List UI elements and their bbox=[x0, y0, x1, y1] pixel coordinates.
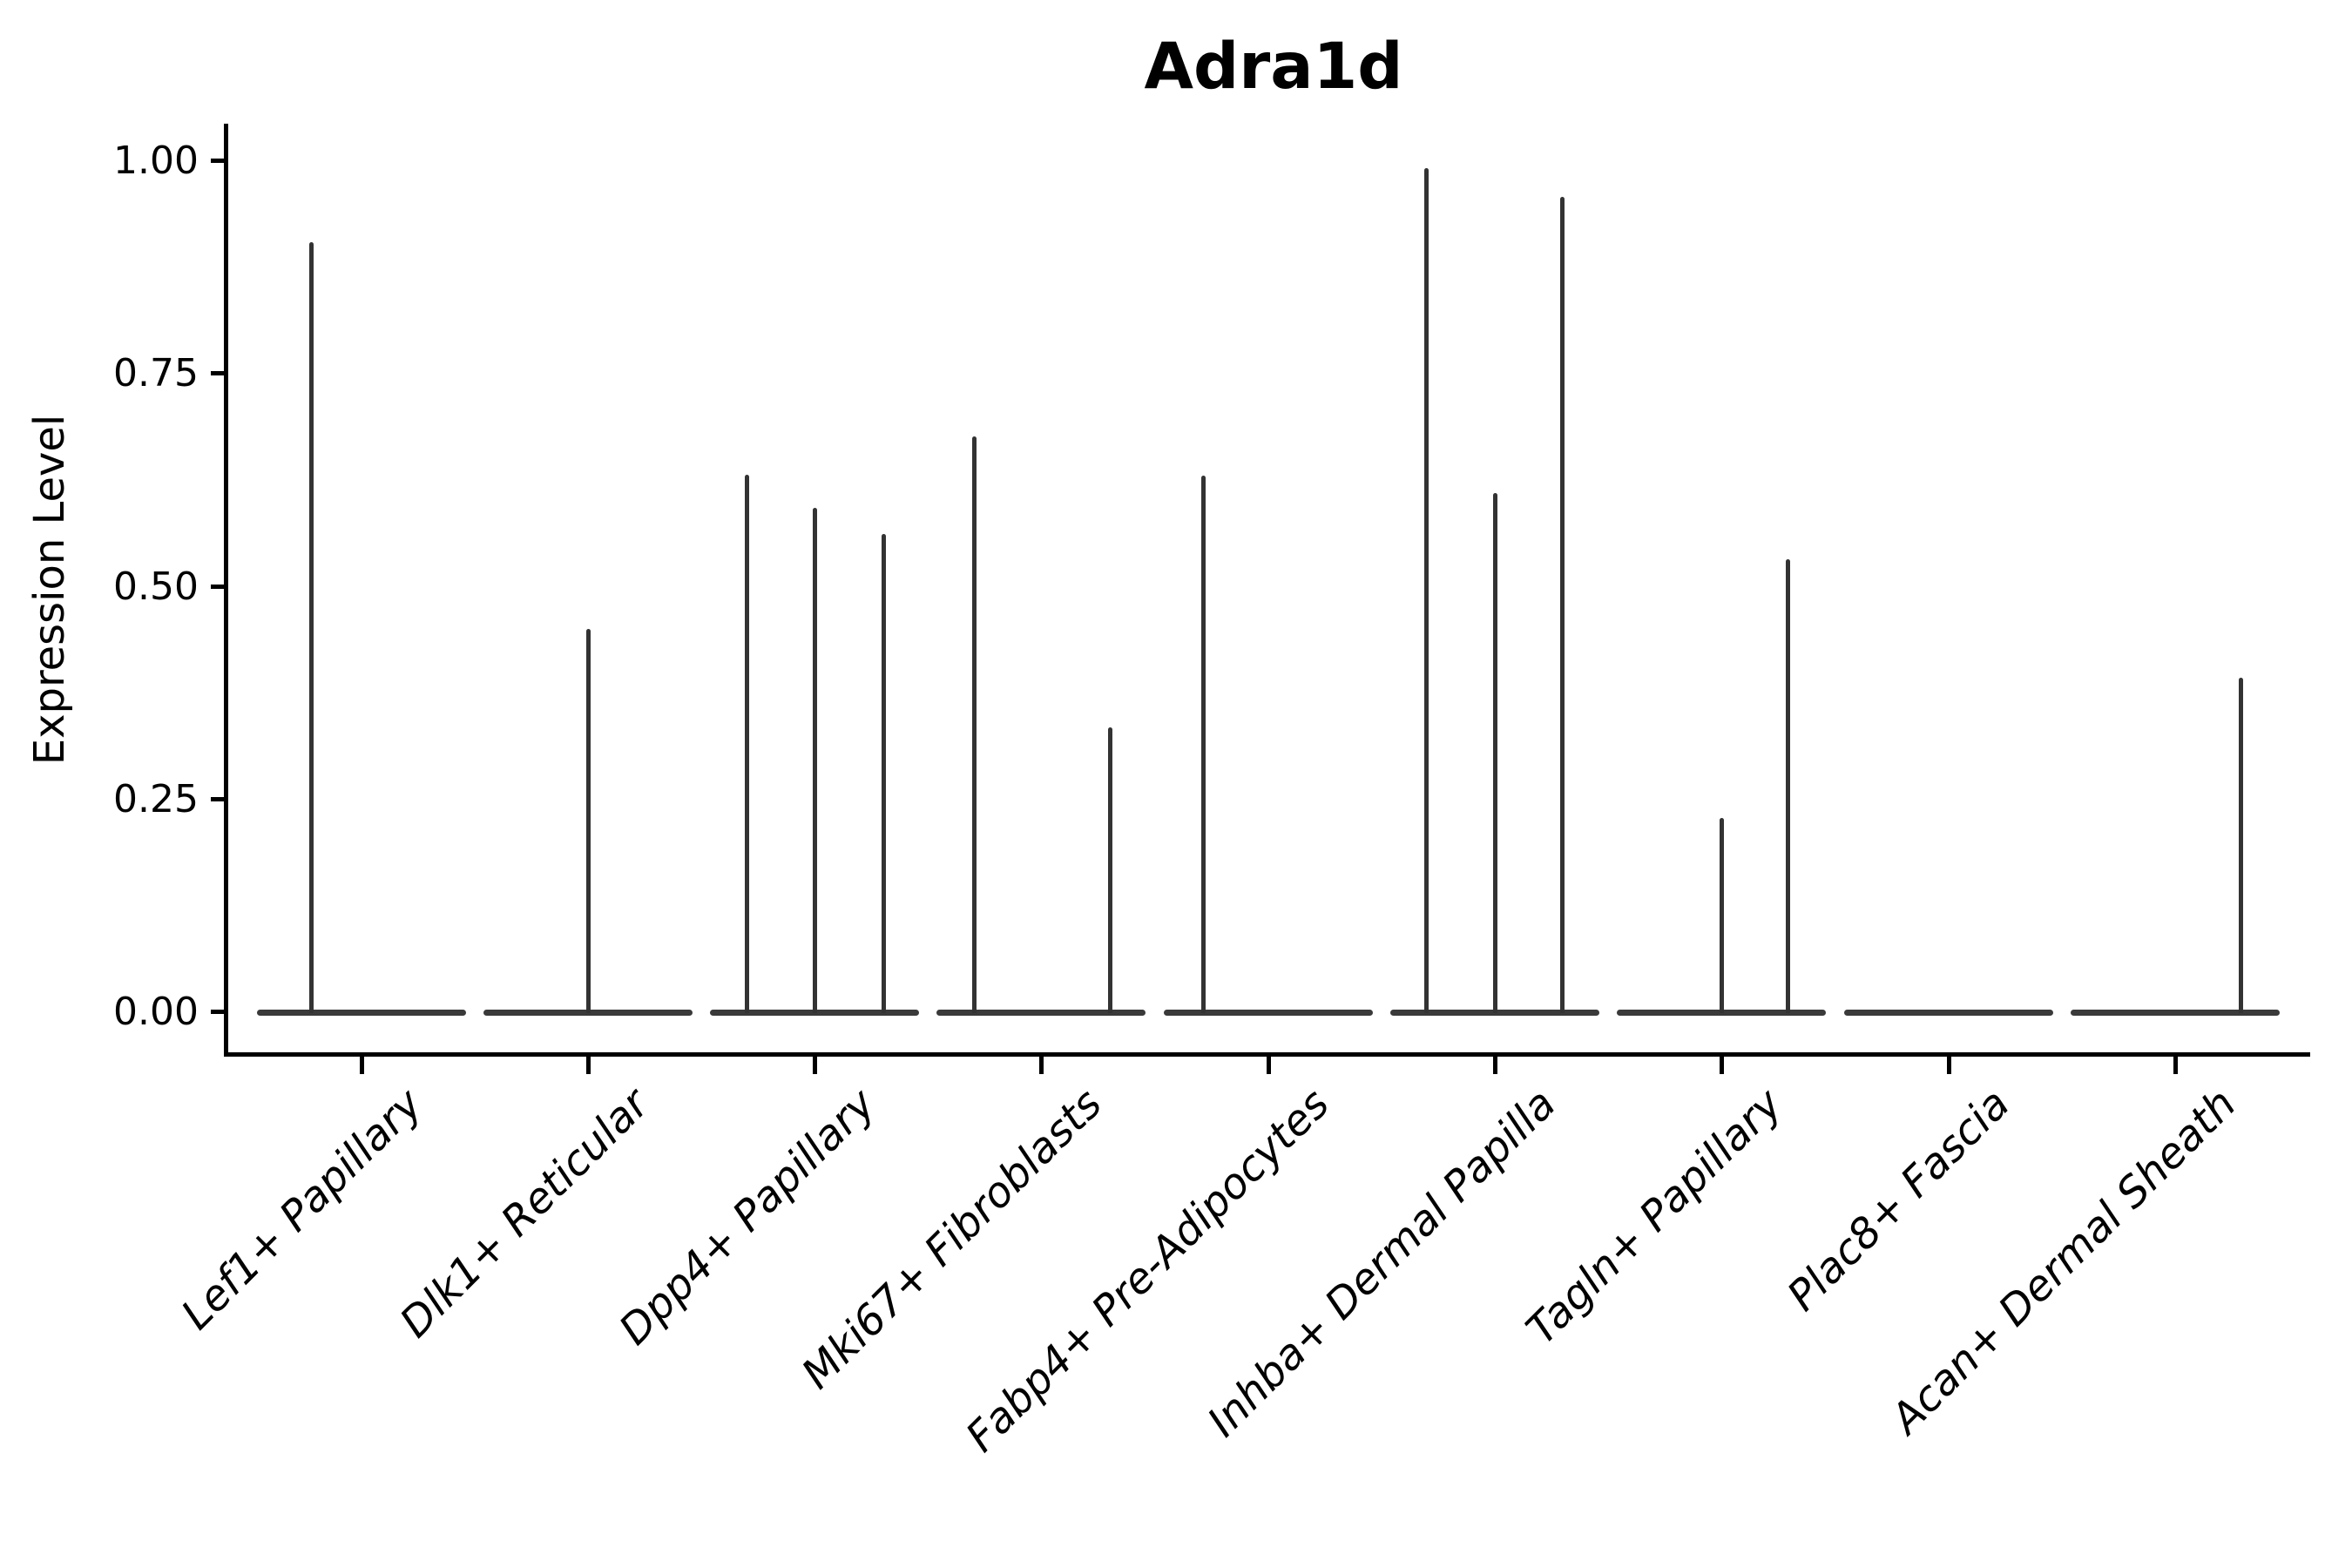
x-tick-mark bbox=[1947, 1057, 1951, 1074]
violin-tail-spike bbox=[586, 629, 591, 1013]
violin-tail-spike bbox=[1560, 197, 1565, 1013]
y-tick-mark bbox=[211, 371, 224, 376]
violin-tail-spike bbox=[882, 533, 886, 1013]
x-tick-label: Tagln+ Papillary bbox=[1517, 1079, 1792, 1355]
x-tick-mark bbox=[1720, 1057, 1724, 1074]
violin-tail-spike bbox=[745, 474, 749, 1013]
violin-body bbox=[936, 1010, 1146, 1016]
x-axis-spine bbox=[224, 1052, 2310, 1057]
violin-body bbox=[2071, 1010, 2280, 1016]
x-tick-mark bbox=[1267, 1057, 1271, 1074]
violin-body bbox=[1844, 1010, 2053, 1016]
y-tick-mark bbox=[211, 584, 224, 589]
x-tick-mark bbox=[1493, 1057, 1497, 1074]
x-tick-mark bbox=[813, 1057, 817, 1074]
y-tick-label: 0.25 bbox=[113, 776, 199, 821]
violin-tail-spike bbox=[1424, 167, 1429, 1013]
x-tick-mark bbox=[1039, 1057, 1044, 1074]
x-tick-label: Plac8+ Fascia bbox=[1778, 1079, 2019, 1321]
y-tick-label: 0.50 bbox=[113, 564, 199, 609]
x-tick-label: Dlk1+ Reticular bbox=[390, 1079, 659, 1348]
violin-tail-spike bbox=[1201, 476, 1206, 1013]
x-tick-label: Lef1+ Papillary bbox=[172, 1079, 432, 1340]
violin-tail-spike bbox=[1493, 493, 1497, 1013]
violin-tail-spike bbox=[309, 241, 314, 1013]
x-tick-label: Acan+ Dermal Sheath bbox=[1882, 1079, 2246, 1443]
violin-tail-spike bbox=[813, 507, 817, 1013]
y-tick-label: 0.75 bbox=[113, 351, 199, 396]
y-tick-label: 0.00 bbox=[113, 990, 199, 1034]
violin-tail-spike bbox=[972, 436, 977, 1013]
x-tick-label: Inhba+ Dermal Papilla bbox=[1198, 1079, 1565, 1447]
y-tick-label: 1.00 bbox=[113, 139, 199, 183]
violin-tail-spike bbox=[2239, 678, 2243, 1013]
chart-title: Adra1d bbox=[1144, 30, 1403, 104]
x-tick-mark bbox=[2173, 1057, 2178, 1074]
y-tick-mark bbox=[211, 1010, 224, 1014]
x-tick-label: Fabp4+ Pre-Adipocytes bbox=[956, 1079, 1339, 1462]
violin-body bbox=[1164, 1010, 1373, 1016]
violin-tail-spike bbox=[1108, 727, 1112, 1013]
x-tick-mark bbox=[586, 1057, 591, 1074]
y-axis-spine bbox=[224, 124, 228, 1057]
x-tick-mark bbox=[360, 1057, 364, 1074]
y-tick-mark bbox=[211, 796, 224, 801]
y-tick-mark bbox=[211, 159, 224, 163]
x-tick-label: Mki67+ Fibroblasts bbox=[792, 1079, 1112, 1399]
violin-tail-spike bbox=[1786, 559, 1790, 1013]
violin-tail-spike bbox=[1720, 818, 1724, 1013]
x-tick-label: Dpp4+ Papillary bbox=[610, 1079, 885, 1355]
violin-body bbox=[257, 1010, 466, 1016]
